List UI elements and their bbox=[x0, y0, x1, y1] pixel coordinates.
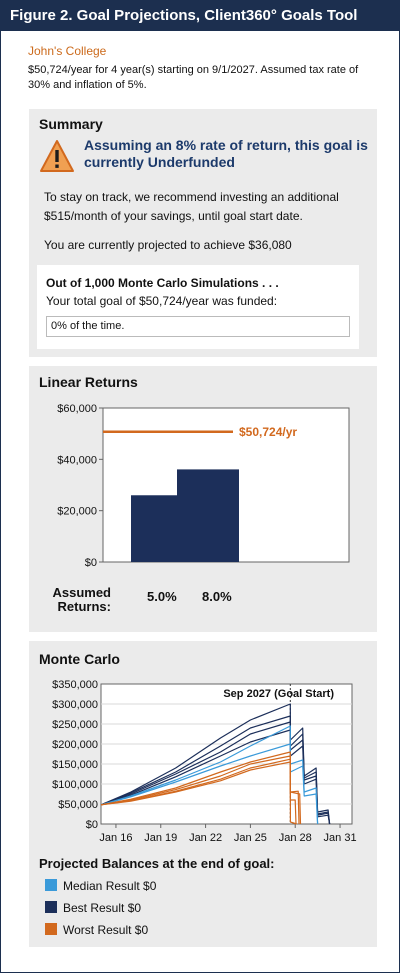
goal-start-annotation: Sep 2027 (Goal Start) bbox=[223, 688, 334, 700]
legend-swatch-median bbox=[45, 879, 57, 891]
legend-swatch-best bbox=[45, 901, 57, 913]
bar-8.0% bbox=[177, 469, 239, 562]
series-line-worst-7 bbox=[100, 755, 302, 825]
legend-median: Median Result $0 bbox=[45, 879, 156, 893]
y-tick-label: $350,000 bbox=[52, 679, 98, 691]
assumed-returns-label: Assumed Returns: bbox=[52, 585, 111, 614]
summary-panel: Summary Assuming an 8% rate of return, t… bbox=[29, 109, 377, 357]
y-tick-label: $200,000 bbox=[52, 739, 98, 751]
y-tick-label: $60,000 bbox=[57, 403, 97, 415]
y-tick-label: $100,000 bbox=[52, 779, 98, 791]
legend-median-label: Median Result $0 bbox=[63, 879, 157, 893]
projected-balances-heading: Projected Balances at the end of goal: bbox=[39, 856, 275, 871]
return-value-8: 8.0% bbox=[202, 589, 232, 604]
monte-carlo-chart: $350,000 $300,000 $250,000 $200,000 $150,000… bbox=[52, 679, 357, 844]
series-line-median-4 bbox=[100, 725, 319, 825]
y-tick-label: $0 bbox=[85, 557, 97, 569]
y-tick-label: $250,000 bbox=[52, 719, 98, 731]
return-value-5: 5.0% bbox=[147, 589, 177, 604]
legend-best-label: Best Result $0 bbox=[63, 901, 142, 915]
warning-triangle-icon bbox=[40, 140, 74, 172]
x-tick-label: Jan 31 bbox=[324, 832, 357, 844]
goal-description: $50,724/year for 4 year(s) starting on 9… bbox=[28, 64, 359, 91]
y-tick-label: $300,000 bbox=[52, 699, 98, 711]
monte-carlo-heading: Out of 1,000 Monte Carlo Simulations . .… bbox=[46, 276, 279, 290]
monte-carlo-summary-box: Out of 1,000 Monte Carlo Simulations . .… bbox=[37, 265, 359, 349]
y-tick-label: $0 bbox=[86, 819, 98, 831]
x-tick-label: Jan 25 bbox=[234, 832, 267, 844]
y-tick-label: $50,000 bbox=[58, 799, 98, 811]
linear-returns-chart: $60,000 $40,000 $20,000 $0 $50,724/yr bbox=[57, 403, 350, 569]
plot-area bbox=[100, 683, 353, 825]
legend-best: Best Result $0 bbox=[45, 901, 141, 915]
series-line-median-5 bbox=[100, 743, 319, 825]
figure-title: Figure 2. Goal Projections, Client360° G… bbox=[1, 1, 399, 31]
x-tick-label: Jan 16 bbox=[99, 832, 132, 844]
series-line-worst-6 bbox=[100, 751, 297, 825]
x-tick-label: Jan 22 bbox=[189, 832, 222, 844]
monte-carlo-result-field: 0% of the time. bbox=[46, 316, 350, 337]
legend-worst-label: Worst Result $0 bbox=[63, 923, 149, 937]
legend-swatch-worst bbox=[45, 923, 57, 935]
target-label: $50,724/yr bbox=[239, 425, 297, 439]
summary-recommendation: To stay on track, we recommend investing… bbox=[44, 190, 339, 223]
legend-worst: Worst Result $0 bbox=[45, 923, 148, 937]
summary-projection: You are currently projected to achieve $… bbox=[44, 238, 292, 252]
y-tick-label: $150,000 bbox=[52, 759, 98, 771]
summary-title: Summary bbox=[39, 116, 103, 132]
monte-carlo-subtext: Your total goal of $50,724/year was fund… bbox=[46, 294, 278, 308]
bar-5.0% bbox=[131, 495, 179, 562]
summary-headline: Assuming an 8% rate of return, this goal… bbox=[84, 137, 368, 170]
monte-carlo-panel: Monte Carlo $350,000 $300,000 $250,000 $200… bbox=[29, 641, 377, 947]
y-tick-label: $20,000 bbox=[57, 506, 97, 518]
series-line-worst-9 bbox=[100, 761, 297, 825]
x-tick-label: Jan 19 bbox=[144, 832, 177, 844]
y-tick-label: $40,000 bbox=[57, 454, 97, 466]
linear-returns-title: Linear Returns bbox=[39, 374, 138, 390]
linear-returns-panel: Linear Returns $60,000 $40,000 $20,000 $0 $5… bbox=[29, 366, 377, 632]
x-tick-label: Jan 28 bbox=[279, 832, 312, 844]
monte-carlo-title: Monte Carlo bbox=[39, 651, 120, 667]
goal-name: John's College bbox=[28, 44, 107, 58]
